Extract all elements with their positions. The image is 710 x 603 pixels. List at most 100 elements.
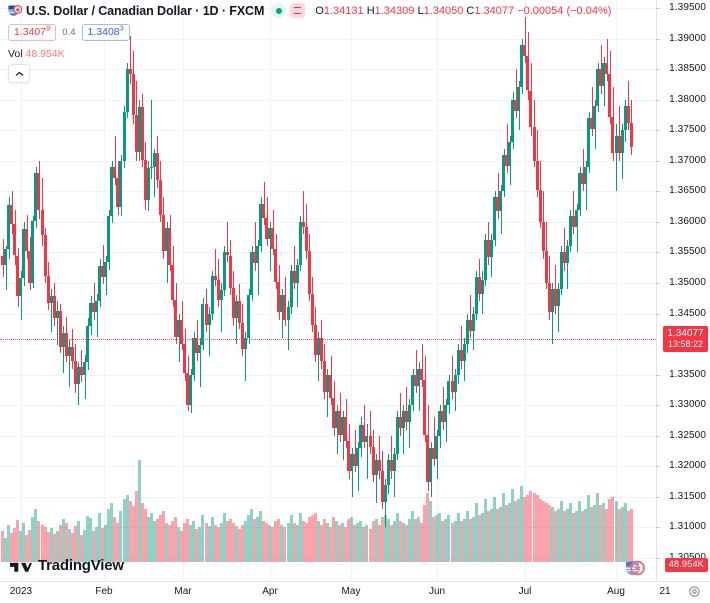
volume-bar [13,528,17,562]
candle-wick [583,148,584,192]
candle-wick [179,313,180,363]
volume-bar [137,460,141,562]
candle-body [216,279,220,301]
close-label: C [466,4,475,17]
candle-wick [434,417,435,467]
market-open-dot-icon[interactable] [271,3,287,18]
price-axis-tickmark [656,191,660,192]
candle-body [210,275,214,314]
chart-plot-area[interactable] [0,0,656,581]
candle-body [480,279,484,294]
symbol-title[interactable]: U.S. Dollar / Canadian Dollar · 1D · FXC… [26,3,265,18]
current-price-countdown: 13:58:22 [667,339,704,350]
candle-wick [97,294,98,337]
volume-bar [55,531,59,562]
candle-body [319,338,323,362]
candle-body [541,221,545,252]
volume-bar [58,525,62,562]
price-axis-tickmark [656,558,660,559]
candle-body [599,69,603,87]
candle-body [547,283,551,313]
candle-body [407,405,411,423]
ask-price-badge[interactable]: 1.34083 [81,23,130,41]
bid-price-badge[interactable]: 1.34079 [8,23,57,41]
candle-wick [245,331,246,381]
low-label: L [417,4,424,17]
candle-body [73,361,77,385]
candle-wick [258,240,259,296]
volume-bar [374,519,378,562]
volume-bar [344,527,348,562]
volume-bar [590,506,594,562]
volume-bar [216,527,220,562]
candle-wick [422,344,423,387]
candle-body [401,411,405,429]
volume-bar [1,531,5,562]
volume-bar [268,525,272,562]
price-axis[interactable]: 1.39500 1.39000 1.38500 1.38000 1.37500 1.370… [656,0,710,581]
candle-body [438,411,442,436]
gridline-vertical [351,0,352,581]
candle-body [122,111,126,161]
volume-bar [322,519,326,562]
candle-wick [352,448,353,497]
candle-body [368,435,372,447]
price-axis-tickmark [656,283,660,284]
gear-icon[interactable] [688,585,701,598]
candle-wick [282,289,283,338]
candle-body [7,204,11,249]
candle-body [617,136,621,154]
candle-body [292,270,296,283]
volume-bar [140,502,144,562]
candle-wick [586,160,587,210]
volume-bar [529,490,533,562]
time-axis[interactable]: 2023 Feb Mar Apr May Jun Jul Aug 21 [0,581,710,600]
candle-wick [227,221,228,262]
volume-bar [365,525,369,562]
volume-bar [256,517,260,562]
candle-body [25,229,29,252]
candle-body [268,228,272,239]
candle-body [10,204,14,225]
volume-bar [61,519,65,562]
volume-bar [444,519,448,562]
gridline-vertical [616,0,617,581]
candle-wick [255,221,256,271]
volume-bar [502,492,506,562]
volume-bar [149,513,153,562]
candle-body [113,166,117,178]
candle-wick [376,454,377,503]
candle-wick [470,295,471,338]
price-axis-tickmark [656,466,660,467]
volume-bar [602,502,606,562]
candle-wick [221,283,222,332]
price-axis-tickmark [656,527,660,528]
volume-bar [392,521,396,562]
candle-wick [525,17,526,63]
candle-wick [567,240,568,290]
tradingview-logo: TradingView [10,555,124,575]
candle-wick [619,105,620,161]
equals-badge-icon[interactable] [290,3,306,18]
candle-body [429,448,433,482]
candle-body [280,295,284,313]
candle-wick [200,338,201,387]
candle-body [432,448,436,459]
candle-body [304,226,308,252]
candle-body [222,252,226,291]
volume-bar [28,530,32,562]
volume-bar [626,511,630,562]
candle-wick [577,203,578,253]
gridline-horizontal [0,466,656,467]
volume-bar [79,535,83,562]
volume-bar [325,523,329,562]
candle-body [520,44,524,88]
volume-bar [356,523,360,562]
candle-wick [406,386,407,430]
candle-body [496,197,500,211]
volume-bar [177,527,181,562]
volume-bar [46,532,50,562]
chevron-up-icon[interactable] [8,64,30,83]
candle-body [389,460,393,472]
candle-body [395,417,399,455]
